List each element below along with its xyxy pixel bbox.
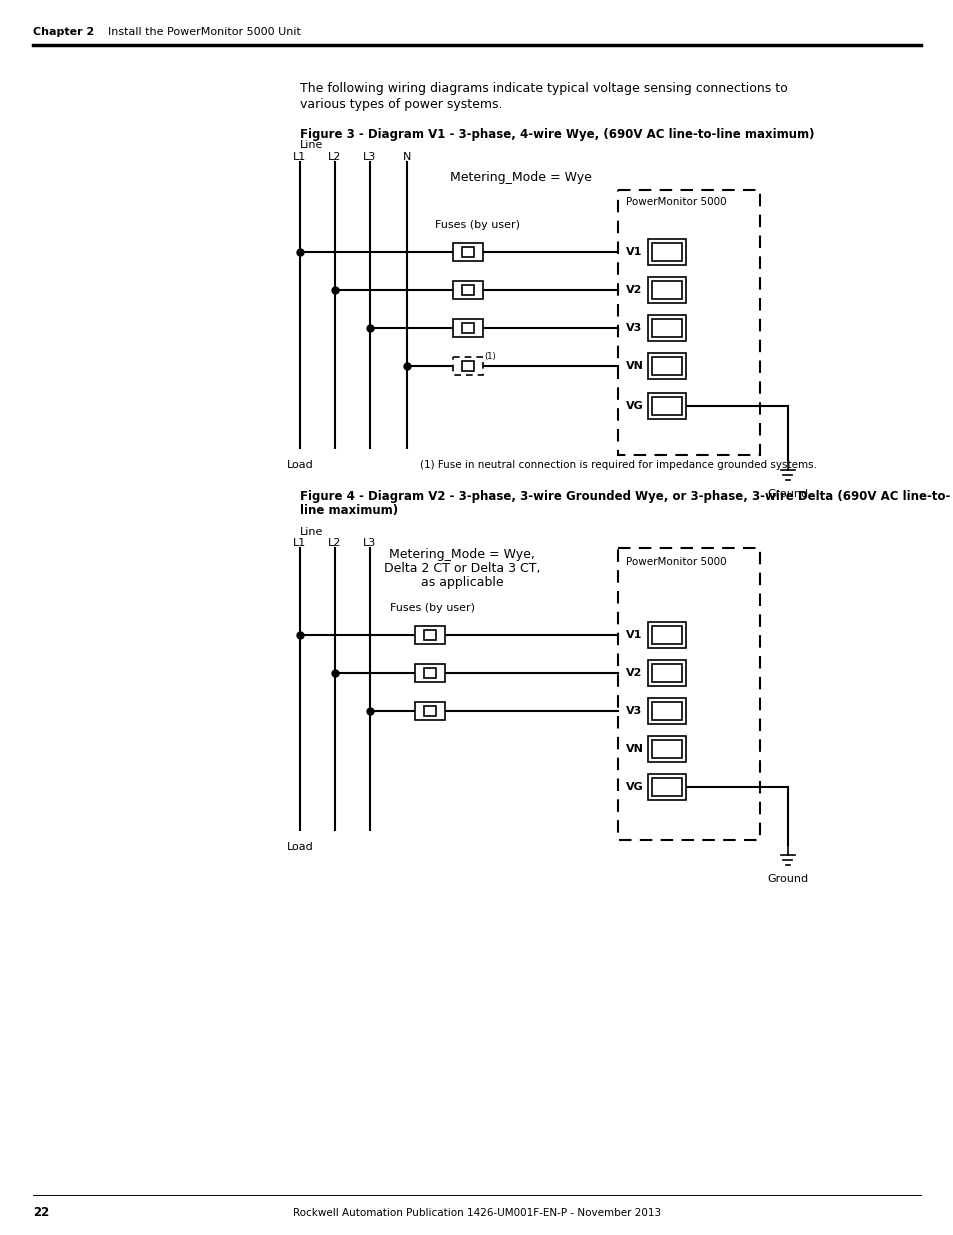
Text: V3: V3 [625, 706, 641, 716]
Bar [618, 548, 760, 840]
Bar [651, 664, 681, 682]
Text: 22: 22 [33, 1207, 50, 1219]
Text: (1) Fuse in neutral connection is required for impedance grounded systems.: (1) Fuse in neutral connection is requir… [419, 459, 816, 471]
Text: Delta 2 CT or Delta 3 CT,: Delta 2 CT or Delta 3 CT, [383, 562, 539, 576]
Bar [647, 315, 685, 341]
Bar [618, 190, 760, 454]
Bar [647, 659, 685, 685]
Text: Ground: Ground [766, 489, 808, 499]
Text: VN: VN [625, 743, 643, 755]
Bar [651, 701, 681, 720]
Text: V3: V3 [625, 324, 641, 333]
Bar [651, 626, 681, 643]
Bar [647, 698, 685, 724]
Text: PowerMonitor 5000: PowerMonitor 5000 [625, 198, 726, 207]
Text: line maximum): line maximum) [299, 504, 397, 517]
Bar [647, 736, 685, 762]
Text: L1: L1 [294, 538, 306, 548]
Bar [415, 626, 444, 643]
Bar [651, 243, 681, 261]
Bar [453, 243, 482, 261]
Bar [453, 357, 482, 375]
Bar [647, 277, 685, 303]
Text: as applicable: as applicable [420, 576, 503, 589]
Text: L2: L2 [328, 538, 341, 548]
Text: Install the PowerMonitor 5000 Unit: Install the PowerMonitor 5000 Unit [108, 27, 300, 37]
Text: Figure 3 - Diagram V1 - 3-phase, 4-wire Wye, (690V AC line-to-line maximum): Figure 3 - Diagram V1 - 3-phase, 4-wire … [299, 128, 814, 141]
Text: Load: Load [286, 459, 313, 471]
Bar [461, 324, 474, 333]
Text: Line: Line [299, 527, 323, 537]
Text: VN: VN [625, 361, 643, 370]
Text: L2: L2 [328, 152, 341, 162]
Text: Load: Load [286, 842, 313, 852]
Text: Metering_Mode = Wye: Metering_Mode = Wye [450, 172, 591, 184]
Bar [651, 396, 681, 415]
Bar [647, 774, 685, 800]
Bar [647, 622, 685, 648]
Text: Metering_Mode = Wye,: Metering_Mode = Wye, [389, 548, 535, 561]
Bar [423, 630, 436, 640]
Text: V1: V1 [625, 247, 641, 257]
Text: The following wiring diagrams indicate typical voltage sensing connections to: The following wiring diagrams indicate t… [299, 82, 787, 95]
Bar [651, 282, 681, 299]
Bar [461, 361, 474, 370]
Text: Figure 4 - Diagram V2 - 3-phase, 3-wire Grounded Wye, or 3-phase, 3-wire Delta (: Figure 4 - Diagram V2 - 3-phase, 3-wire … [299, 490, 949, 503]
Bar [647, 393, 685, 419]
Bar [651, 357, 681, 375]
Text: Fuses (by user): Fuses (by user) [390, 603, 475, 613]
Bar [453, 319, 482, 337]
Text: Chapter 2: Chapter 2 [33, 27, 94, 37]
Text: V2: V2 [625, 285, 641, 295]
Bar [415, 664, 444, 682]
Text: N: N [402, 152, 411, 162]
Bar [651, 319, 681, 337]
Text: Rockwell Automation Publication 1426-UM001F-EN-P - November 2013: Rockwell Automation Publication 1426-UM0… [293, 1208, 660, 1218]
Bar [647, 353, 685, 379]
Text: V1: V1 [625, 630, 641, 640]
Bar [651, 778, 681, 797]
Bar [415, 701, 444, 720]
Bar [647, 240, 685, 266]
Text: L3: L3 [363, 152, 376, 162]
Text: (1): (1) [483, 352, 496, 362]
Text: VG: VG [625, 401, 643, 411]
Text: VG: VG [625, 782, 643, 792]
Bar [461, 285, 474, 295]
Text: PowerMonitor 5000: PowerMonitor 5000 [625, 557, 726, 567]
Bar [461, 247, 474, 257]
Bar [453, 282, 482, 299]
Text: L3: L3 [363, 538, 376, 548]
Text: Ground: Ground [766, 874, 808, 884]
Text: Fuses (by user): Fuses (by user) [435, 220, 519, 230]
Bar [423, 706, 436, 716]
Text: various types of power systems.: various types of power systems. [299, 98, 502, 111]
Text: L1: L1 [294, 152, 306, 162]
Bar [651, 740, 681, 758]
Text: Line: Line [299, 140, 323, 149]
Text: V2: V2 [625, 668, 641, 678]
Bar [423, 668, 436, 678]
